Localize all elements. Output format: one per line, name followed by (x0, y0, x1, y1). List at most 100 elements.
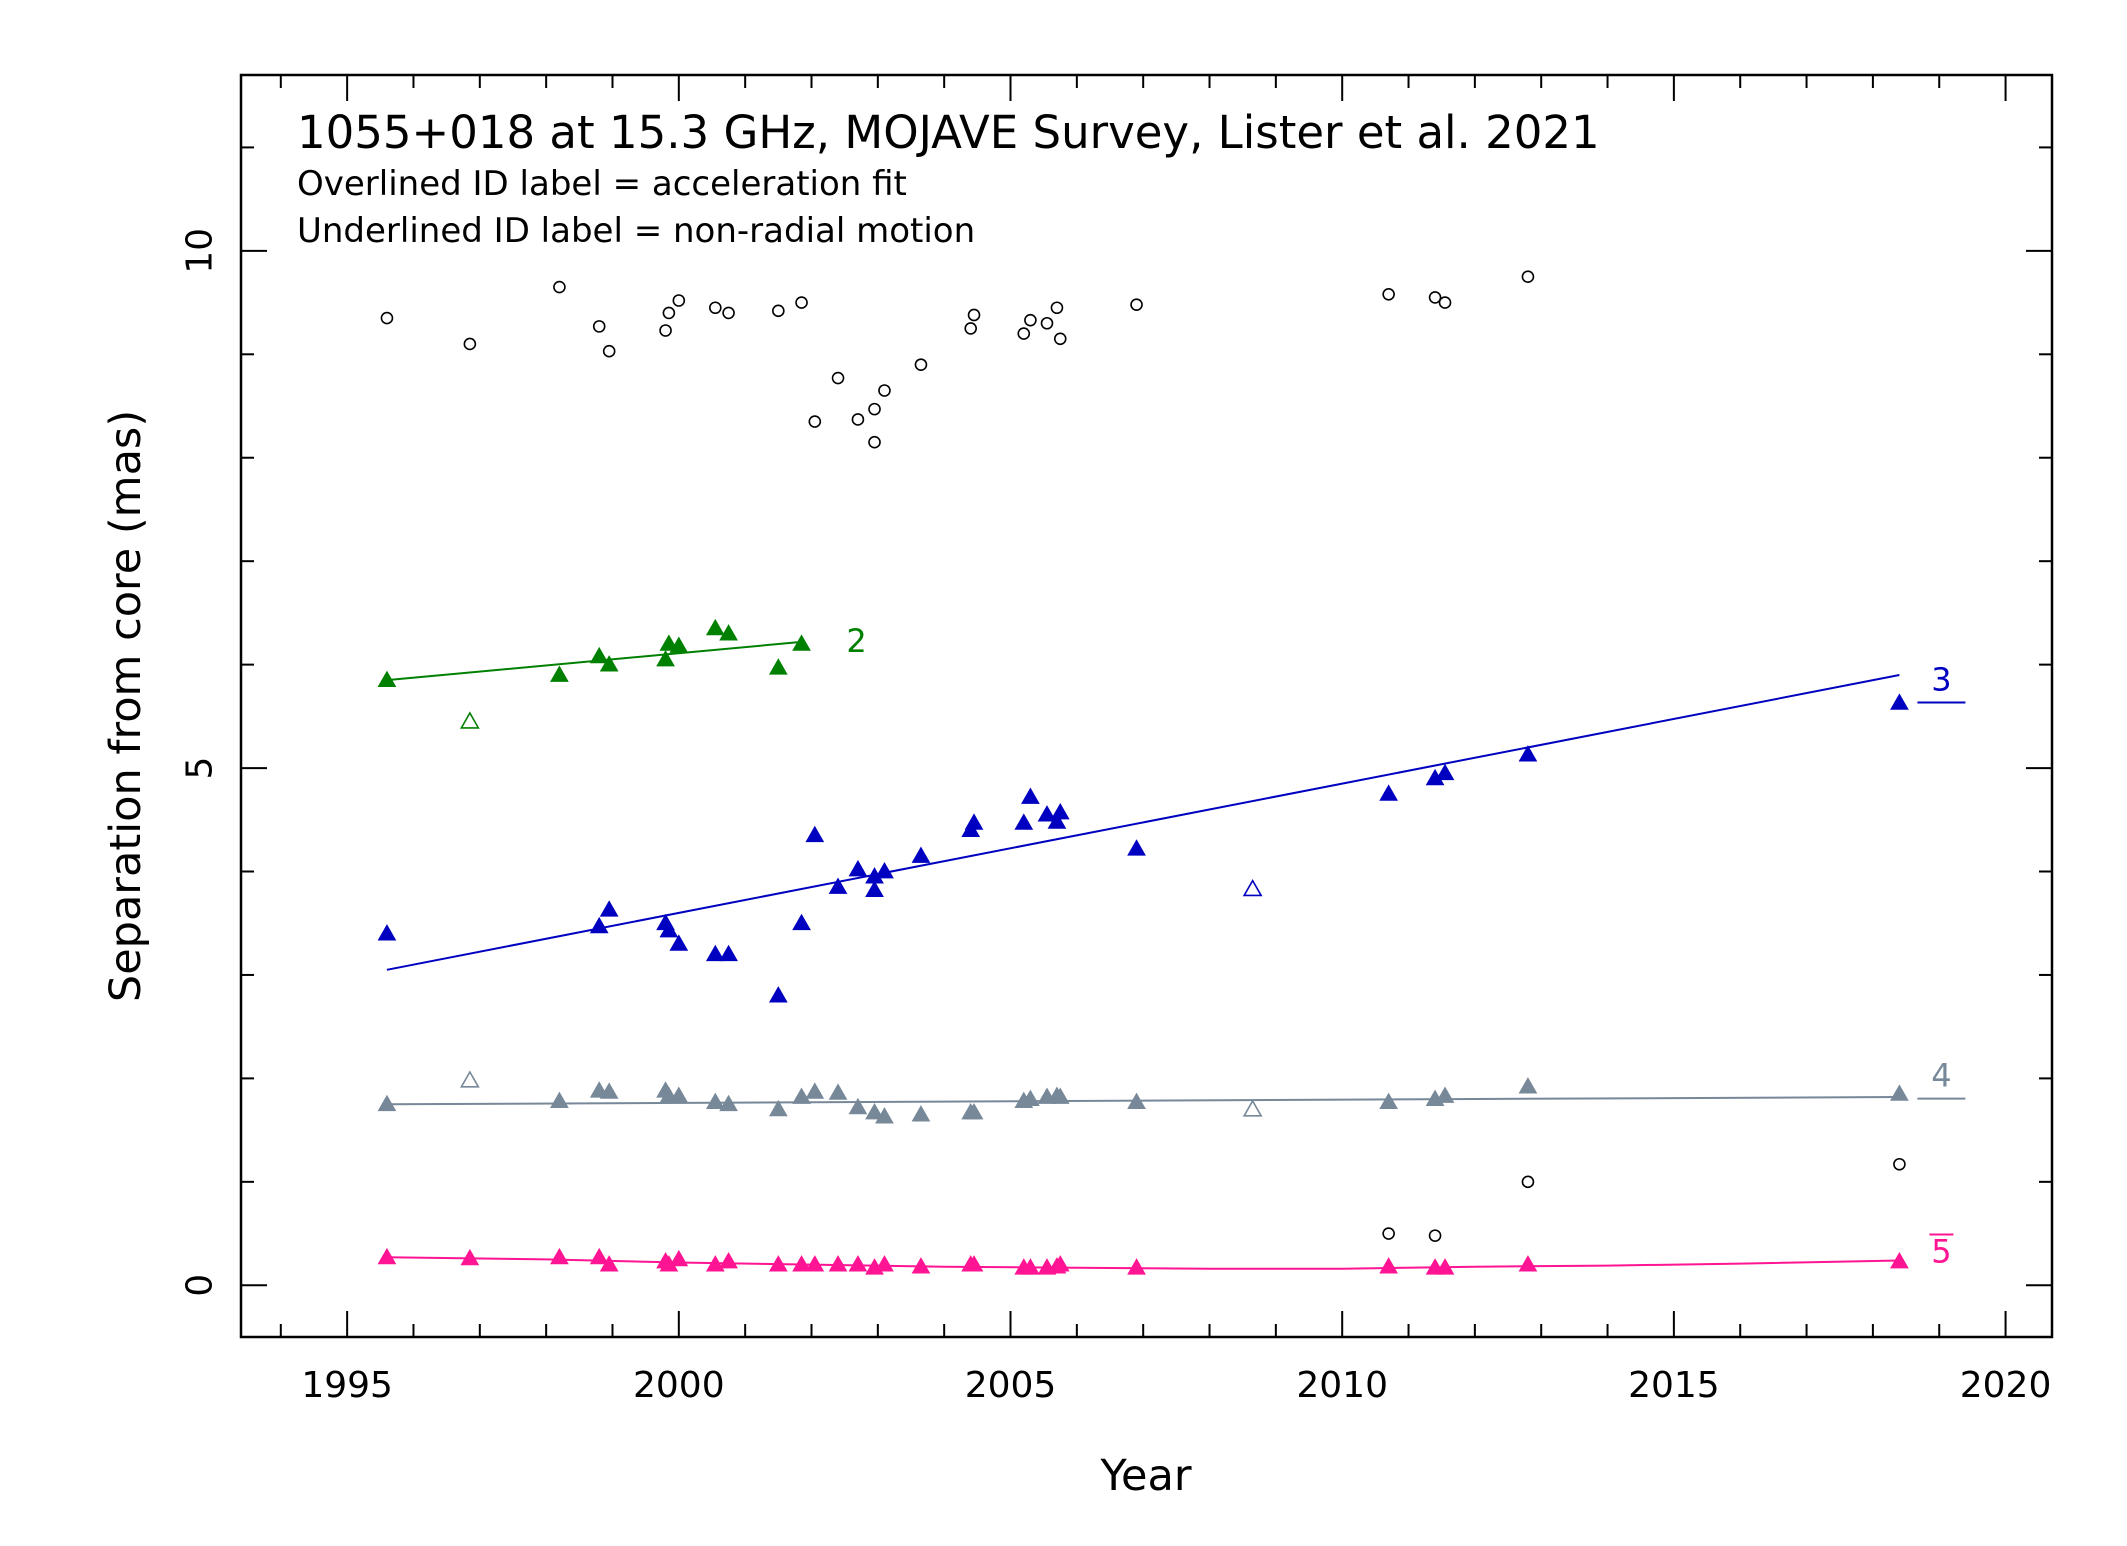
unassigned-point (964, 322, 978, 335)
unassigned-point (1053, 332, 1067, 346)
point-series-4 (792, 1087, 811, 1104)
point-series-5 (768, 1255, 788, 1272)
unassigned-point (659, 324, 672, 337)
x-axis-label: Year (1099, 1451, 1191, 1501)
axis-ticks (241, 75, 2052, 1337)
unassigned-point (722, 306, 735, 320)
unassigned-point (1382, 1227, 1395, 1240)
point-series-2 (669, 636, 689, 653)
unassigned-point (553, 280, 566, 294)
point-series-3 (1037, 805, 1057, 822)
point-series-5 (792, 1255, 811, 1272)
point-series-5 (1518, 1255, 1538, 1272)
point-series-5 (550, 1247, 569, 1265)
point-series-5 (911, 1257, 931, 1274)
point-series-2 (656, 649, 675, 667)
point-series-5 (848, 1255, 868, 1272)
point-series-2 (792, 634, 811, 651)
series-label-2: 2 (846, 622, 866, 660)
y-tick-label: 10 (180, 228, 221, 274)
point-series-5 (1379, 1257, 1398, 1274)
fit-lines (386, 640, 1900, 1270)
unassigned-point (1428, 1229, 1442, 1242)
fit-line-5 (386, 1256, 1900, 1270)
unassigned-point (851, 413, 865, 426)
point-series-4 (911, 1105, 931, 1122)
point-series-3 (848, 859, 868, 877)
point-series-3 (1435, 763, 1455, 781)
point-series-2 (705, 618, 725, 636)
point-series-4 (719, 1094, 738, 1112)
unassigned-point (592, 320, 606, 333)
unassigned-point (380, 311, 394, 325)
unassigned-point (1382, 287, 1395, 301)
point-series-3 (1379, 784, 1398, 801)
open-point-series-3 (1242, 878, 1263, 897)
point-series-3 (768, 986, 788, 1003)
point-series-4 (964, 1103, 984, 1120)
unassigned-point (1024, 313, 1037, 327)
point-series-3 (669, 934, 689, 951)
unassigned-point (709, 301, 722, 315)
x-tick-label: 2010 (1296, 1365, 1388, 1406)
unassigned-point (672, 294, 686, 307)
y-tick-label: 5 (180, 757, 221, 780)
unassigned-point (1893, 1157, 1906, 1171)
x-tick-label: 2000 (633, 1365, 725, 1406)
unassigned-point (1130, 298, 1143, 311)
x-tick-label: 2015 (1628, 1365, 1720, 1406)
unassigned-point (967, 308, 981, 322)
point-series-4 (865, 1103, 884, 1120)
x-tick-label: 1995 (301, 1365, 393, 1406)
plot-frame (239, 73, 2054, 1339)
unassigned-point (1017, 327, 1031, 340)
point-series-3 (911, 846, 931, 863)
point-series-4 (1127, 1092, 1146, 1110)
point-series-3 (1021, 787, 1040, 804)
point-series-4 (1050, 1087, 1070, 1104)
x-tick-label: 2020 (1960, 1365, 2052, 1406)
point-series-5 (589, 1247, 609, 1265)
point-series-4 (550, 1091, 569, 1109)
point-series-4 (377, 1094, 397, 1112)
unassigned-point (831, 371, 845, 385)
unassigned-point (808, 415, 822, 428)
data-points (377, 270, 1909, 1275)
point-series-3 (1127, 839, 1146, 856)
point-series-3 (659, 920, 679, 938)
unassigned-point (772, 304, 785, 318)
chart-title: 1055+018 at 15.3 GHz, MOJAVE Survey, Lis… (297, 106, 1600, 159)
point-series-5 (460, 1248, 480, 1266)
unassigned-point (463, 337, 477, 351)
point-series-5 (1021, 1258, 1040, 1275)
axis-tick-labels: 1995 2000 2005 2010 2015 2020 0 5 10 (180, 228, 2052, 1406)
point-series-4 (828, 1083, 848, 1100)
point-series-5 (1127, 1258, 1146, 1275)
point-series-4 (1379, 1092, 1398, 1110)
unassigned-point (868, 402, 881, 416)
unassigned-point (878, 384, 891, 397)
point-series-5 (1435, 1258, 1455, 1275)
series-label-4: 4 (1931, 1057, 1951, 1095)
fit-line-4 (386, 1096, 1900, 1106)
point-series-3 (1518, 745, 1538, 762)
x-tick-label: 2005 (965, 1365, 1057, 1406)
series-label-5: 5 (1931, 1233, 1951, 1271)
point-series-2 (550, 665, 569, 682)
point-series-3 (589, 916, 609, 934)
point-series-3 (792, 913, 811, 931)
point-series-4 (805, 1082, 825, 1099)
point-series-4 (1890, 1084, 1909, 1101)
point-series-5 (964, 1255, 984, 1272)
point-series-4 (875, 1107, 894, 1124)
point-series-4 (1021, 1089, 1040, 1106)
point-series-5 (377, 1247, 397, 1265)
open-point-series-4 (1242, 1099, 1263, 1117)
point-series-5 (1890, 1251, 1909, 1269)
unassigned-point (914, 358, 928, 371)
unassigned-point (868, 435, 881, 449)
point-series-4 (1518, 1077, 1538, 1094)
point-series-5 (599, 1255, 619, 1272)
point-series-3 (805, 825, 825, 843)
